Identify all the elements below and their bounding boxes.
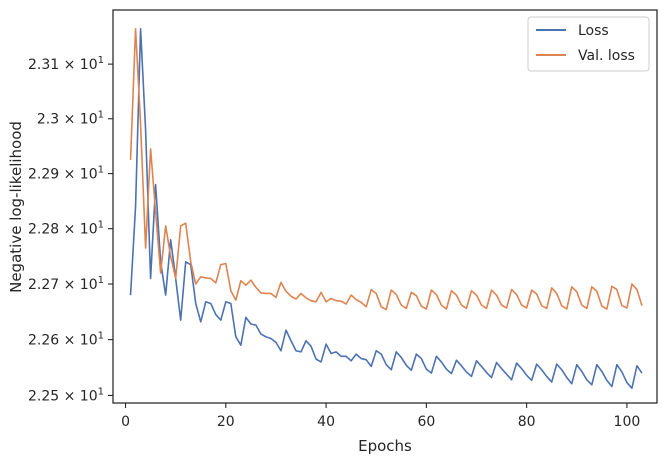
x-tick-label: 40 [317, 414, 335, 430]
y-tick-label: 2.31 × 101 [28, 55, 104, 73]
x-axis-ticks: 0 20 40 60 80 100 [121, 403, 640, 430]
y-tick-label: 2.29 × 101 [28, 165, 104, 183]
y-axis-ticks: 2.25 × 101 2.26 × 101 2.27 × 101 2.28 × 101… [28, 55, 113, 404]
series-layer [129, 27, 643, 389]
x-tick-label: 0 [121, 414, 130, 430]
series-line-val-loss [129, 27, 643, 311]
x-axis-label: Epochs [358, 437, 412, 455]
y-tick-label: 2.27 × 101 [28, 275, 104, 293]
x-tick-label: 80 [518, 414, 536, 430]
y-tick-label: 2.26 × 101 [28, 331, 104, 349]
plot-frame [112, 9, 658, 404]
x-tick-label: 20 [217, 414, 235, 430]
y-axis-label: Negative log-likelihood [7, 121, 25, 293]
y-tick-label: 2.25 × 101 [28, 386, 104, 404]
y-tick-label: 2.28 × 101 [28, 220, 104, 238]
y-tick-label: 2.3 × 101 [37, 110, 104, 128]
plot-area [113, 10, 657, 403]
series-line-loss [129, 27, 643, 389]
legend: Loss Val. loss [527, 16, 650, 72]
legend-label-loss: Loss [578, 23, 609, 39]
legend-label-val-loss: Val. loss [578, 48, 635, 64]
x-tick-label: 100 [614, 414, 641, 430]
plot-background [113, 10, 657, 403]
x-tick-label: 60 [417, 414, 435, 430]
